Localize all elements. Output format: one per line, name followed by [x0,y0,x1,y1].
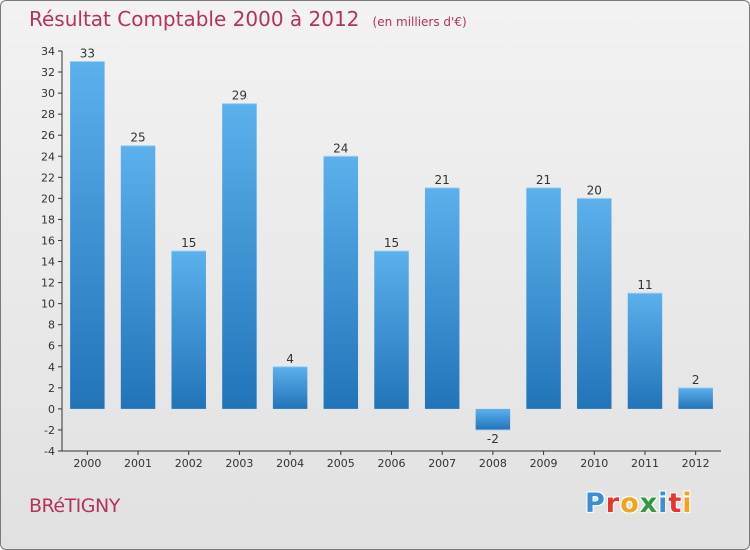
bar [678,387,713,409]
y-tick-label: 8 [48,319,55,332]
x-tick-label: 2003 [225,457,253,470]
bar [627,293,663,409]
x-tick-label: 2012 [682,457,710,470]
y-tick-label: 4 [48,361,55,374]
title-line: Résultat Comptable 2000 à 2012 (en milli… [29,7,467,31]
brand-letter: o [620,488,640,519]
x-tick-label: 2007 [428,457,456,470]
data-label: 4 [286,352,294,366]
y-tick-label: 26 [41,129,55,142]
x-tick-label: 2008 [479,457,507,470]
bar [171,251,206,409]
x-tick-label: 2002 [175,457,203,470]
y-tick-label: 32 [41,66,55,79]
brand-logo: Proxiti [585,488,693,519]
y-tick-label: 22 [41,171,55,184]
bar [272,366,308,409]
brand-letter: P [585,488,606,519]
y-tick-label: 20 [41,192,55,205]
y-tick-label: 14 [41,256,55,269]
x-tick-label: 2006 [378,457,406,470]
y-tick-label: 24 [41,150,55,163]
bar [374,251,409,409]
data-label: 25 [130,131,145,145]
chart-title: Résultat Comptable 2000 à 2012 [29,7,360,31]
data-label: 15 [181,236,196,250]
x-tick-label: 2000 [73,457,101,470]
x-tick-label: 2004 [276,457,304,470]
bar [424,187,460,409]
brand-letter: r [605,488,621,519]
data-label: 24 [333,141,348,155]
data-label: 21 [435,173,450,187]
y-tick-label: -2 [44,424,55,437]
bar [323,156,359,409]
bar [222,103,257,409]
bar [475,408,511,430]
city-name: BRéTIGNY [29,495,120,517]
y-tick-label: 28 [41,108,55,121]
x-tick-label: 2010 [580,457,608,470]
y-tick-label: 16 [41,234,55,247]
y-tick-label: 12 [41,277,55,290]
y-tick-label: 18 [41,213,55,226]
y-tick-label: 6 [48,340,55,353]
bar [577,198,612,409]
data-label: 15 [384,236,399,250]
brand-letter: i [682,488,693,519]
data-label: 20 [587,183,602,197]
y-tick-label: 34 [41,45,55,58]
brand-letter: x [639,488,659,519]
x-tick-label: 2005 [327,457,355,470]
data-label: 11 [637,278,652,292]
y-tick-label: 0 [48,403,55,416]
y-tick-label: 10 [41,298,55,311]
x-tick-label: 2011 [631,457,659,470]
brand-letter: i [658,488,669,519]
chart-subtitle: (en milliers d'€) [372,15,467,29]
y-tick-label: 2 [48,382,55,395]
data-label: 29 [232,89,247,103]
data-label: 21 [536,173,551,187]
data-label: 2 [692,373,700,387]
data-label: -2 [487,432,499,446]
brand-letter: t [668,488,683,519]
y-tick-label: -4 [44,445,55,458]
x-tick-label: 2001 [124,457,152,470]
bar [526,187,561,409]
data-label: 33 [80,47,95,61]
bar [70,61,105,409]
bar [120,145,156,409]
y-tick-label: 30 [41,87,55,100]
x-tick-label: 2009 [530,457,558,470]
